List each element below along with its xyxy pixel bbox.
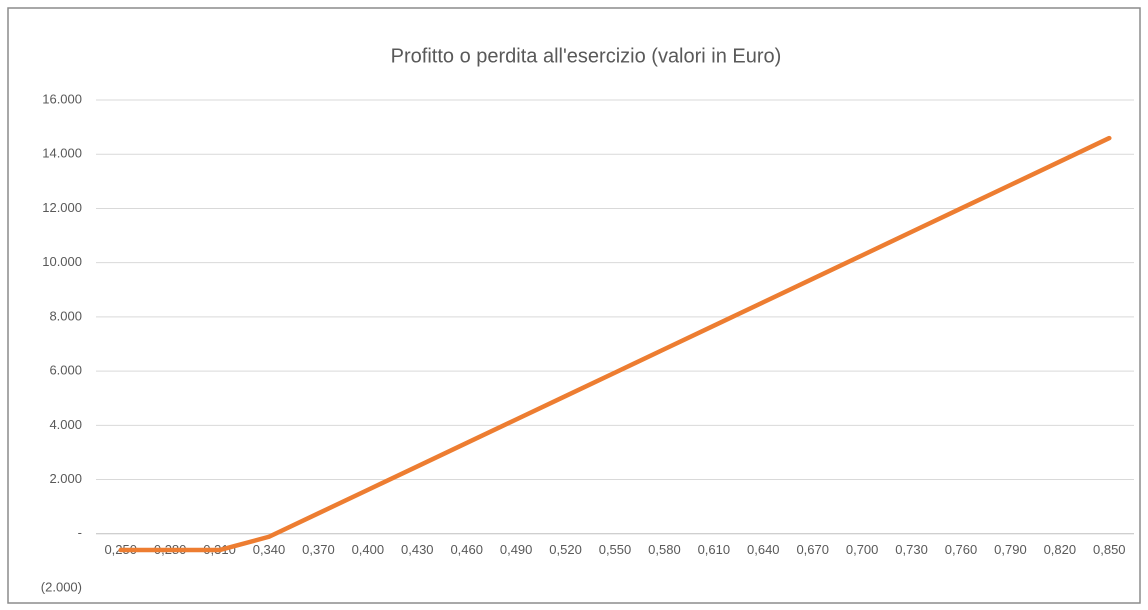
y-tick-label: 16.000	[42, 91, 82, 106]
y-tick-label: 4.000	[49, 417, 82, 432]
x-tick-label: 0,550	[599, 542, 632, 557]
x-tick-label: 0,340	[253, 542, 286, 557]
y-tick-label: -	[78, 525, 82, 540]
x-tick-label: 0,790	[994, 542, 1027, 557]
chart-border	[7, 7, 1141, 604]
y-tick-label: 2.000	[49, 471, 82, 486]
x-tick-label: 0,400	[352, 542, 385, 557]
x-tick-label: 0,520	[549, 542, 582, 557]
line-series	[118, 135, 1112, 553]
x-tick-label: 0,670	[796, 542, 829, 557]
y-tick-label: (2.000)	[41, 579, 82, 594]
y-tick-label: 6.000	[49, 363, 82, 378]
x-tick-label: 0,850	[1093, 542, 1126, 557]
y-tick-label: 8.000	[49, 308, 82, 323]
y-tick-label: 12.000	[42, 200, 82, 215]
x-tick-label: 0,820	[1044, 542, 1077, 557]
x-tick-label: 0,490	[500, 542, 533, 557]
y-tick-label: 10.000	[42, 254, 82, 269]
x-tick-label: 0,430	[401, 542, 434, 557]
x-tick-label: 0,460	[450, 542, 483, 557]
x-tick-label: 0,760	[945, 542, 978, 557]
x-tick-label: 0,610	[698, 542, 731, 557]
x-tick-label: 0,370	[302, 542, 335, 557]
x-tick-label: 0,640	[747, 542, 780, 557]
y-tick-label: 14.000	[42, 146, 82, 161]
x-tick-label: 0,580	[648, 542, 681, 557]
x-tick-label: 0,730	[895, 542, 928, 557]
x-tick-label: 0,700	[846, 542, 879, 557]
chart-title: Profitto o perdita all'esercizio (valori…	[391, 45, 782, 67]
